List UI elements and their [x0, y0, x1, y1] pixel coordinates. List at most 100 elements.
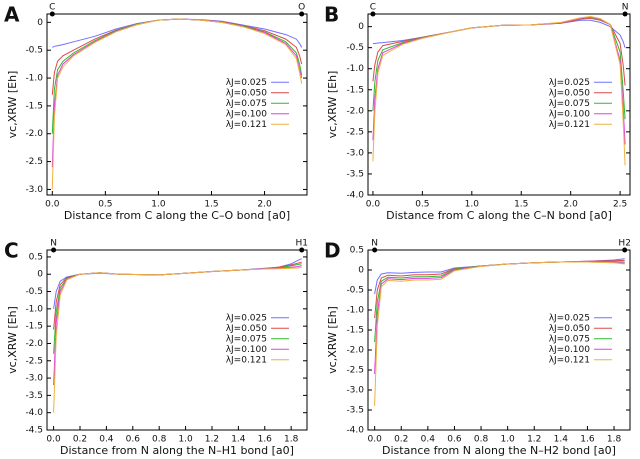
x-tick-label: 1.0 [465, 200, 480, 210]
legend-label: λJ=0.100 [549, 109, 591, 119]
y-tick-label: -1.0 [346, 64, 364, 74]
plot-frame [46, 249, 308, 431]
series-line [53, 266, 302, 413]
legend-label: λJ=0.121 [549, 355, 590, 365]
x-tick-label: 0.8 [152, 435, 167, 445]
legend-label: λJ=0.100 [226, 109, 268, 119]
y-tick-label: -3.5 [25, 391, 43, 401]
series-line [374, 261, 625, 407]
y-axis-title: vc,XRW [Eh] [6, 306, 19, 374]
legend-label: λJ=0.050 [549, 88, 591, 98]
x-axis-title: Distance from N along the N–H2 bond [a0] [382, 444, 616, 457]
y-tick-label: -1.0 [25, 74, 43, 84]
y-tick-label: -0.5 [346, 43, 364, 53]
y-tick-label: -3.0 [25, 185, 43, 195]
panel-label: B [324, 3, 339, 27]
y-tick-label: 0 [37, 18, 43, 28]
series-line [374, 259, 625, 319]
y-tick-label: -0.5 [346, 286, 364, 296]
series-line [372, 17, 626, 86]
legend-label: λJ=0.025 [226, 313, 267, 323]
legend-label: λJ=0.050 [226, 88, 268, 98]
y-tick-label: 0.5 [350, 246, 364, 256]
y-axis-title: vc,XRW [Eh] [6, 71, 19, 139]
x-tick-label: 1.0 [151, 200, 166, 210]
y-tick-label: -0.5 [25, 287, 43, 297]
legend-label: λJ=0.025 [226, 78, 267, 88]
x-tick-label: 1.0 [500, 435, 515, 445]
atom-label: N [622, 3, 629, 13]
x-axis-title: Distance from C along the C–O bond [a0] [64, 209, 290, 222]
x-tick-label: 1.6 [258, 435, 273, 445]
y-tick-label: -0.5 [25, 46, 43, 56]
panel-label: C [4, 239, 19, 263]
x-tick-label: 1.2 [205, 435, 219, 445]
legend-label: λJ=0.025 [549, 78, 590, 88]
x-tick-label: 0.4 [421, 435, 436, 445]
y-tick-label: -3.0 [25, 374, 43, 384]
atom-marker [49, 11, 55, 17]
atom-label: C [49, 3, 55, 13]
y-tick-label: -3.0 [346, 386, 364, 396]
plot-frame [367, 13, 631, 196]
y-axis-title: vc,XRW [Eh] [326, 71, 339, 139]
atom-marker [299, 11, 305, 17]
legend-label: λJ=0.121 [549, 120, 590, 130]
x-tick-label: 0.0 [45, 200, 60, 210]
y-tick-label: -1.0 [25, 304, 43, 314]
y-axis-title: vc,XRW [Eh] [326, 306, 339, 374]
y-tick-label: 0 [358, 22, 364, 32]
atom-marker [370, 11, 376, 17]
x-tick-label: 1.4 [231, 435, 246, 445]
x-tick-label: 1.8 [284, 435, 299, 445]
y-tick-label: -4.0 [346, 426, 364, 436]
y-tick-label: 0 [358, 266, 364, 276]
atom-marker [299, 247, 305, 253]
atom-label: C [370, 3, 376, 13]
legend-label: λJ=0.075 [226, 334, 267, 344]
atom-label: N [50, 239, 57, 249]
series-line [372, 15, 626, 166]
legend-label: λJ=0.075 [226, 99, 267, 109]
x-axis-title: Distance from C along the C–N bond [a0] [386, 209, 612, 222]
legend-label: λJ=0.075 [549, 334, 590, 344]
series-line [53, 258, 302, 309]
atom-label: H1 [295, 239, 308, 249]
atom-marker [622, 11, 628, 17]
y-tick-label: -3.5 [346, 169, 364, 179]
x-tick-label: 0.5 [98, 200, 112, 210]
x-tick-label: 2.5 [613, 200, 627, 210]
x-axis-title: Distance from N along the N–H1 bond [a0] [60, 444, 294, 457]
y-tick-label: -2.5 [25, 157, 43, 167]
y-tick-label: -2.5 [346, 366, 364, 376]
y-tick-label: 0.5 [29, 252, 43, 262]
y-tick-label: -3.5 [346, 406, 364, 416]
legend-label: λJ=0.050 [549, 324, 591, 334]
legend-label: λJ=0.121 [226, 120, 267, 130]
series-line [51, 18, 303, 190]
x-tick-label: 0.2 [394, 435, 408, 445]
x-tick-label: 0.8 [474, 435, 489, 445]
x-tick-label: 1.4 [554, 435, 569, 445]
legend-label: λJ=0.025 [549, 313, 590, 323]
y-tick-label: 0 [37, 270, 43, 280]
y-tick-label: -2.5 [346, 127, 364, 137]
series-line [372, 19, 626, 48]
x-tick-label: 1.8 [607, 435, 622, 445]
y-tick-label: -4.0 [25, 408, 43, 418]
x-tick-label: 0.5 [415, 200, 429, 210]
y-tick-label: -2.0 [25, 129, 43, 139]
panel-label: D [324, 239, 341, 263]
y-tick-label: -4.0 [346, 191, 364, 201]
atom-label: N [371, 239, 378, 249]
y-tick-label: -3.0 [346, 148, 364, 158]
y-tick-label: -2.0 [25, 339, 43, 349]
x-tick-label: 0.0 [367, 435, 382, 445]
legend-label: λJ=0.075 [549, 99, 590, 109]
x-tick-label: 1.2 [527, 435, 541, 445]
legend-label: λJ=0.100 [549, 345, 591, 355]
atom-marker [372, 247, 378, 253]
x-tick-label: 2.0 [564, 200, 579, 210]
atom-marker [622, 247, 628, 253]
plot-frame [367, 249, 631, 431]
